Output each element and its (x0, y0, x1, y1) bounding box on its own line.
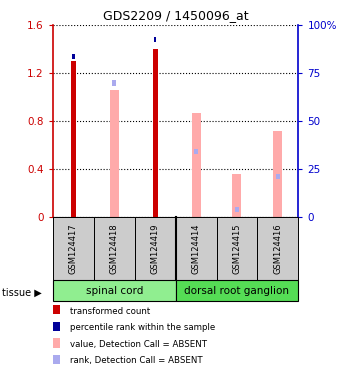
FancyBboxPatch shape (176, 280, 298, 301)
Text: GSM124419: GSM124419 (151, 223, 160, 274)
Bar (110, 90, 119, 217)
Bar (72, 54, 75, 59)
Text: percentile rank within the sample: percentile rank within the sample (70, 323, 215, 333)
Text: dorsal root ganglion: dorsal root ganglion (184, 286, 290, 296)
Bar (153, 49, 158, 217)
Text: GSM124414: GSM124414 (192, 223, 201, 274)
Bar (71, 61, 76, 217)
FancyBboxPatch shape (135, 217, 176, 280)
FancyBboxPatch shape (94, 217, 135, 280)
Bar (192, 113, 201, 217)
FancyBboxPatch shape (176, 217, 217, 280)
Bar (235, 207, 239, 212)
Text: GSM124417: GSM124417 (69, 223, 78, 274)
Text: value, Detection Call = ABSENT: value, Detection Call = ABSENT (70, 340, 207, 349)
Text: GSM124416: GSM124416 (273, 223, 282, 274)
Text: GSM124418: GSM124418 (110, 223, 119, 274)
FancyBboxPatch shape (217, 217, 257, 280)
Bar (233, 174, 241, 217)
Bar (112, 80, 116, 86)
Bar (276, 174, 280, 179)
Text: GSM124415: GSM124415 (233, 223, 241, 274)
Text: transformed count: transformed count (70, 307, 150, 316)
Bar (154, 37, 157, 42)
FancyBboxPatch shape (53, 217, 94, 280)
Title: GDS2209 / 1450096_at: GDS2209 / 1450096_at (103, 9, 249, 22)
Bar (194, 149, 198, 154)
Text: rank, Detection Call = ABSENT: rank, Detection Call = ABSENT (70, 356, 203, 366)
Text: spinal cord: spinal cord (86, 286, 143, 296)
Text: tissue ▶: tissue ▶ (2, 288, 42, 298)
FancyBboxPatch shape (257, 217, 298, 280)
FancyBboxPatch shape (53, 280, 176, 301)
Bar (273, 131, 282, 217)
